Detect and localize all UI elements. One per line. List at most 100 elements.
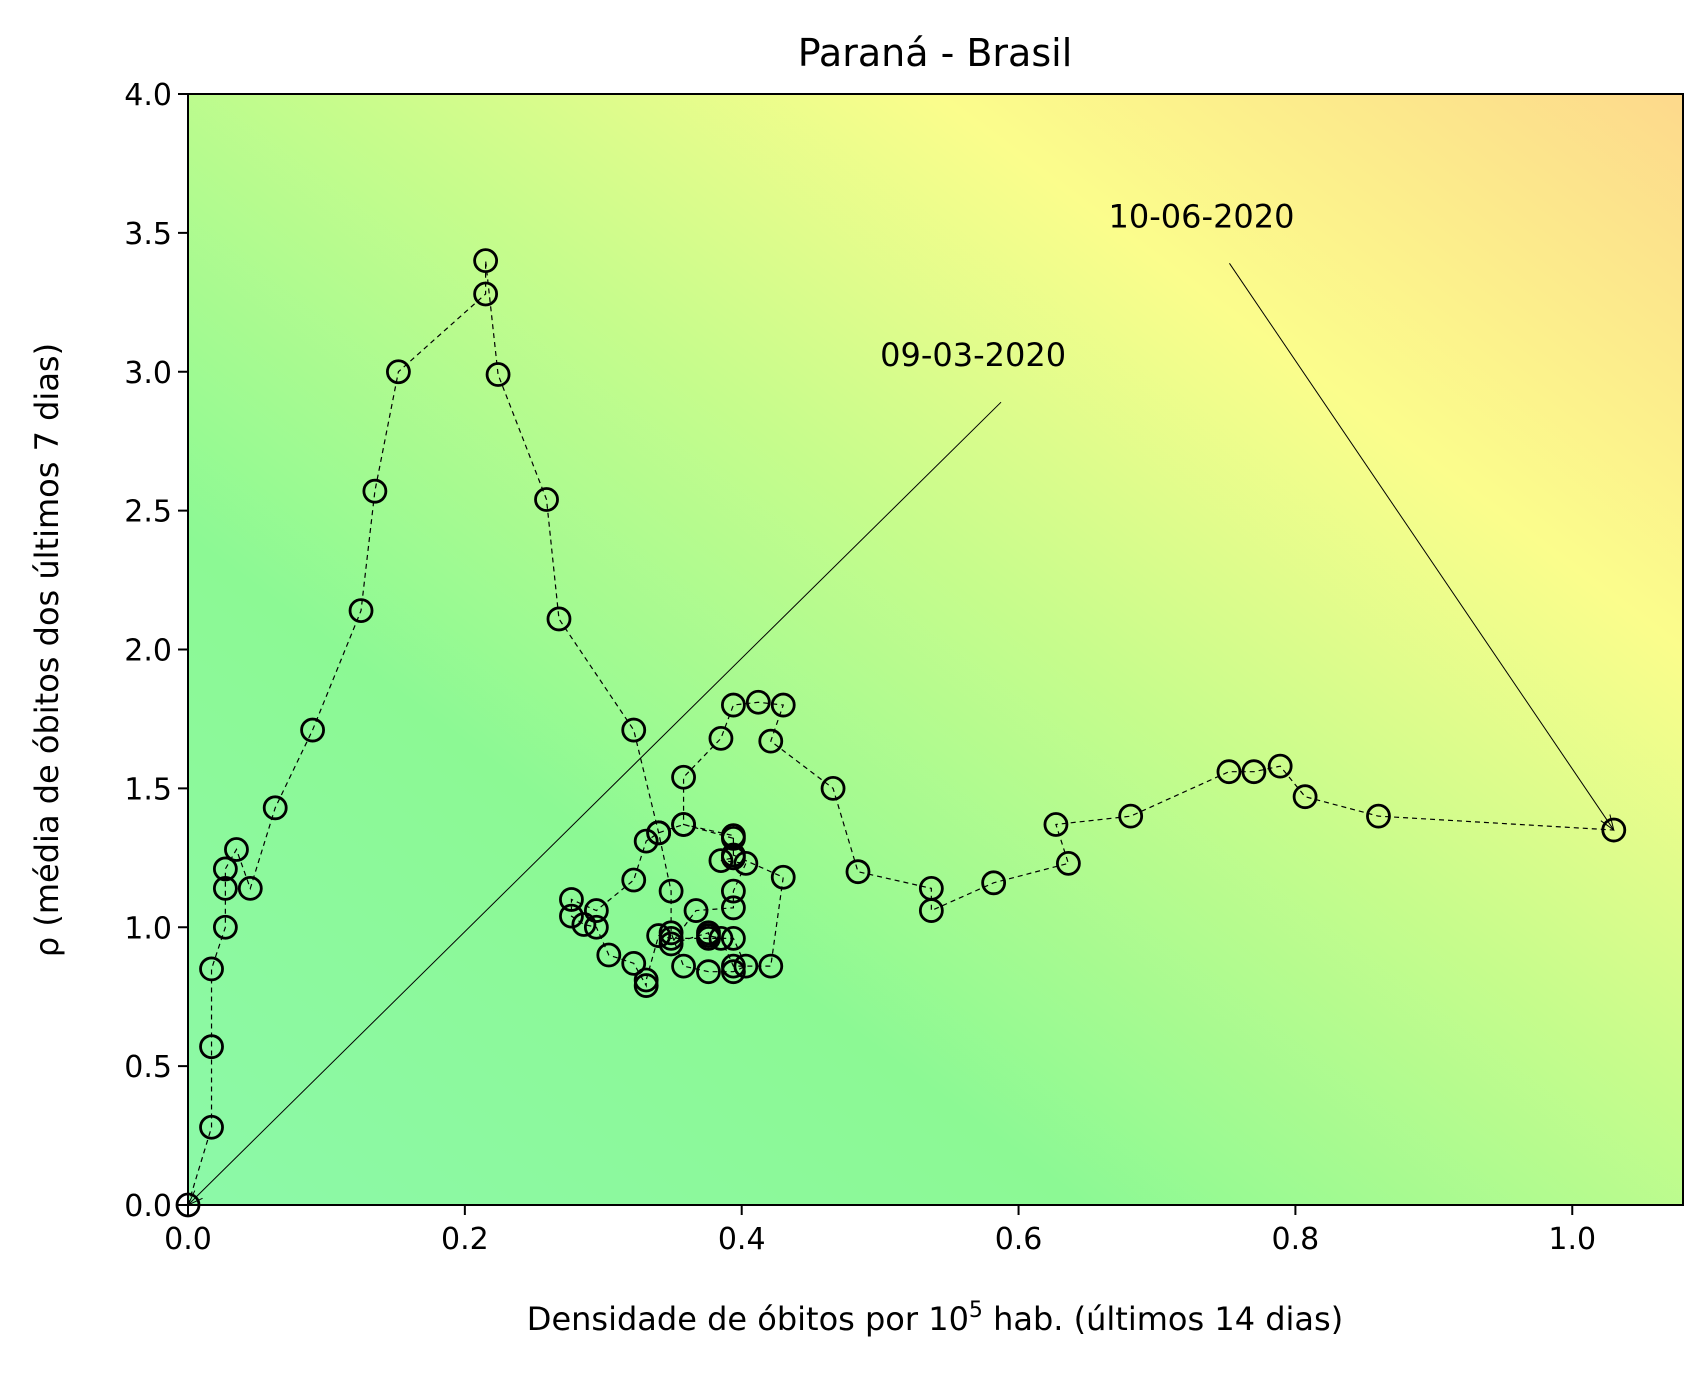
data-point <box>758 953 784 979</box>
data-point <box>720 692 746 718</box>
annotation-arrow <box>1229 263 1615 831</box>
data-point <box>770 864 796 890</box>
x-tick-label: 0.8 <box>1272 1222 1320 1257</box>
data-point <box>658 878 684 904</box>
data-point <box>1292 784 1318 810</box>
data-point <box>720 823 746 848</box>
x-axis-label-superscript: 5 <box>969 1298 983 1323</box>
data-point <box>212 856 238 882</box>
data-point <box>720 895 746 921</box>
data-point <box>386 359 411 385</box>
data-point <box>212 914 238 940</box>
data-point <box>473 281 499 307</box>
data-point <box>633 828 659 854</box>
data-point <box>646 820 672 846</box>
data-point <box>300 717 325 743</box>
y-tick-label: 3.0 <box>124 356 172 391</box>
annotation-arrow <box>187 401 1002 1206</box>
data-point <box>696 959 721 985</box>
annotation-label: 10-06-2020 <box>1109 197 1295 235</box>
data-point <box>621 717 647 743</box>
data-point <box>621 950 647 976</box>
series-line <box>187 260 1614 1206</box>
y-tick-label: 3.5 <box>124 217 172 252</box>
data-point <box>1241 759 1267 785</box>
data-point <box>546 606 572 632</box>
y-tick-label: 2.0 <box>124 634 172 669</box>
data-point <box>1267 753 1293 779</box>
data-point <box>696 923 721 948</box>
data-point <box>199 1034 224 1060</box>
x-axis-label: Densidade de óbitos por 105 hab. (último… <box>527 1298 1343 1338</box>
x-axis-label-suffix: hab. (últimos 14 dias) <box>983 1300 1343 1338</box>
data-point <box>683 898 709 923</box>
data-point <box>559 887 584 912</box>
data-point <box>708 725 734 751</box>
data-point <box>758 728 784 754</box>
plot-background <box>188 94 1683 1205</box>
data-point <box>720 878 746 904</box>
data-point <box>770 692 796 718</box>
x-tick-label: 0.6 <box>995 1222 1043 1257</box>
annotation-layer: 09-03-2020 10-06-2020 <box>186 197 1615 1207</box>
annotation-label: 09-03-2020 <box>880 336 1066 374</box>
x-tick-label: 0.4 <box>718 1222 766 1257</box>
data-point <box>733 953 759 979</box>
x-tick-label: 0.2 <box>441 1222 489 1257</box>
data-point <box>224 837 249 862</box>
data-point <box>646 923 672 948</box>
y-axis-label: ρ (média de óbitos dos últimos 7 dias) <box>28 343 66 957</box>
y-tick-label: 0.0 <box>124 1189 172 1224</box>
data-point <box>596 942 622 968</box>
chart-title: Paraná - Brasil <box>798 31 1073 75</box>
data-point <box>583 898 609 923</box>
data-point <box>621 867 647 893</box>
data-point <box>720 842 746 868</box>
data-point <box>918 898 944 923</box>
data-point <box>1216 759 1242 785</box>
data-point <box>1118 803 1144 829</box>
data-point <box>658 931 684 957</box>
y-tick-label: 1.5 <box>124 772 172 807</box>
data-point <box>362 478 388 504</box>
data-point <box>237 875 263 901</box>
data-point <box>708 925 734 951</box>
x-tick-label: 0.0 <box>164 1222 212 1257</box>
data-point <box>199 956 224 982</box>
data-point <box>485 362 511 387</box>
data-point <box>733 850 759 876</box>
data-point <box>1043 812 1069 837</box>
y-tick-label: 0.5 <box>124 1050 172 1085</box>
data-point <box>473 248 499 274</box>
data-point <box>348 598 374 624</box>
y-axis: 0.0 0.5 1.0 1.5 2.0 2.5 3.0 3.5 4.0 <box>124 78 188 1224</box>
data-point <box>1601 817 1627 843</box>
data-point <box>571 912 597 937</box>
data-point <box>534 487 559 512</box>
y-tick-label: 1.0 <box>124 911 172 946</box>
data-point <box>720 953 746 979</box>
x-axis-label-prefix: Densidade de óbitos por 10 <box>527 1300 969 1338</box>
annotation-arrowhead <box>1600 814 1615 832</box>
data-point <box>559 903 584 929</box>
y-tick-label: 2.5 <box>124 495 172 530</box>
data-point <box>845 859 871 885</box>
data-point <box>671 764 696 790</box>
data-point <box>708 848 734 873</box>
data-point <box>671 953 696 979</box>
data-point <box>671 812 696 837</box>
x-tick-label: 1.0 <box>1548 1222 1596 1257</box>
data-point <box>720 925 746 951</box>
data-point <box>633 973 659 998</box>
data-point <box>262 795 288 821</box>
data-point <box>583 914 609 940</box>
data-point <box>981 870 1007 896</box>
data-point <box>1055 850 1081 876</box>
data-point <box>1366 803 1391 829</box>
x-axis: 0.0 0.2 0.4 0.6 0.8 1.0 <box>164 1205 1596 1257</box>
data-point <box>820 775 846 801</box>
y-tick-label: 4.0 <box>124 78 172 113</box>
series-layer <box>175 248 1627 1218</box>
